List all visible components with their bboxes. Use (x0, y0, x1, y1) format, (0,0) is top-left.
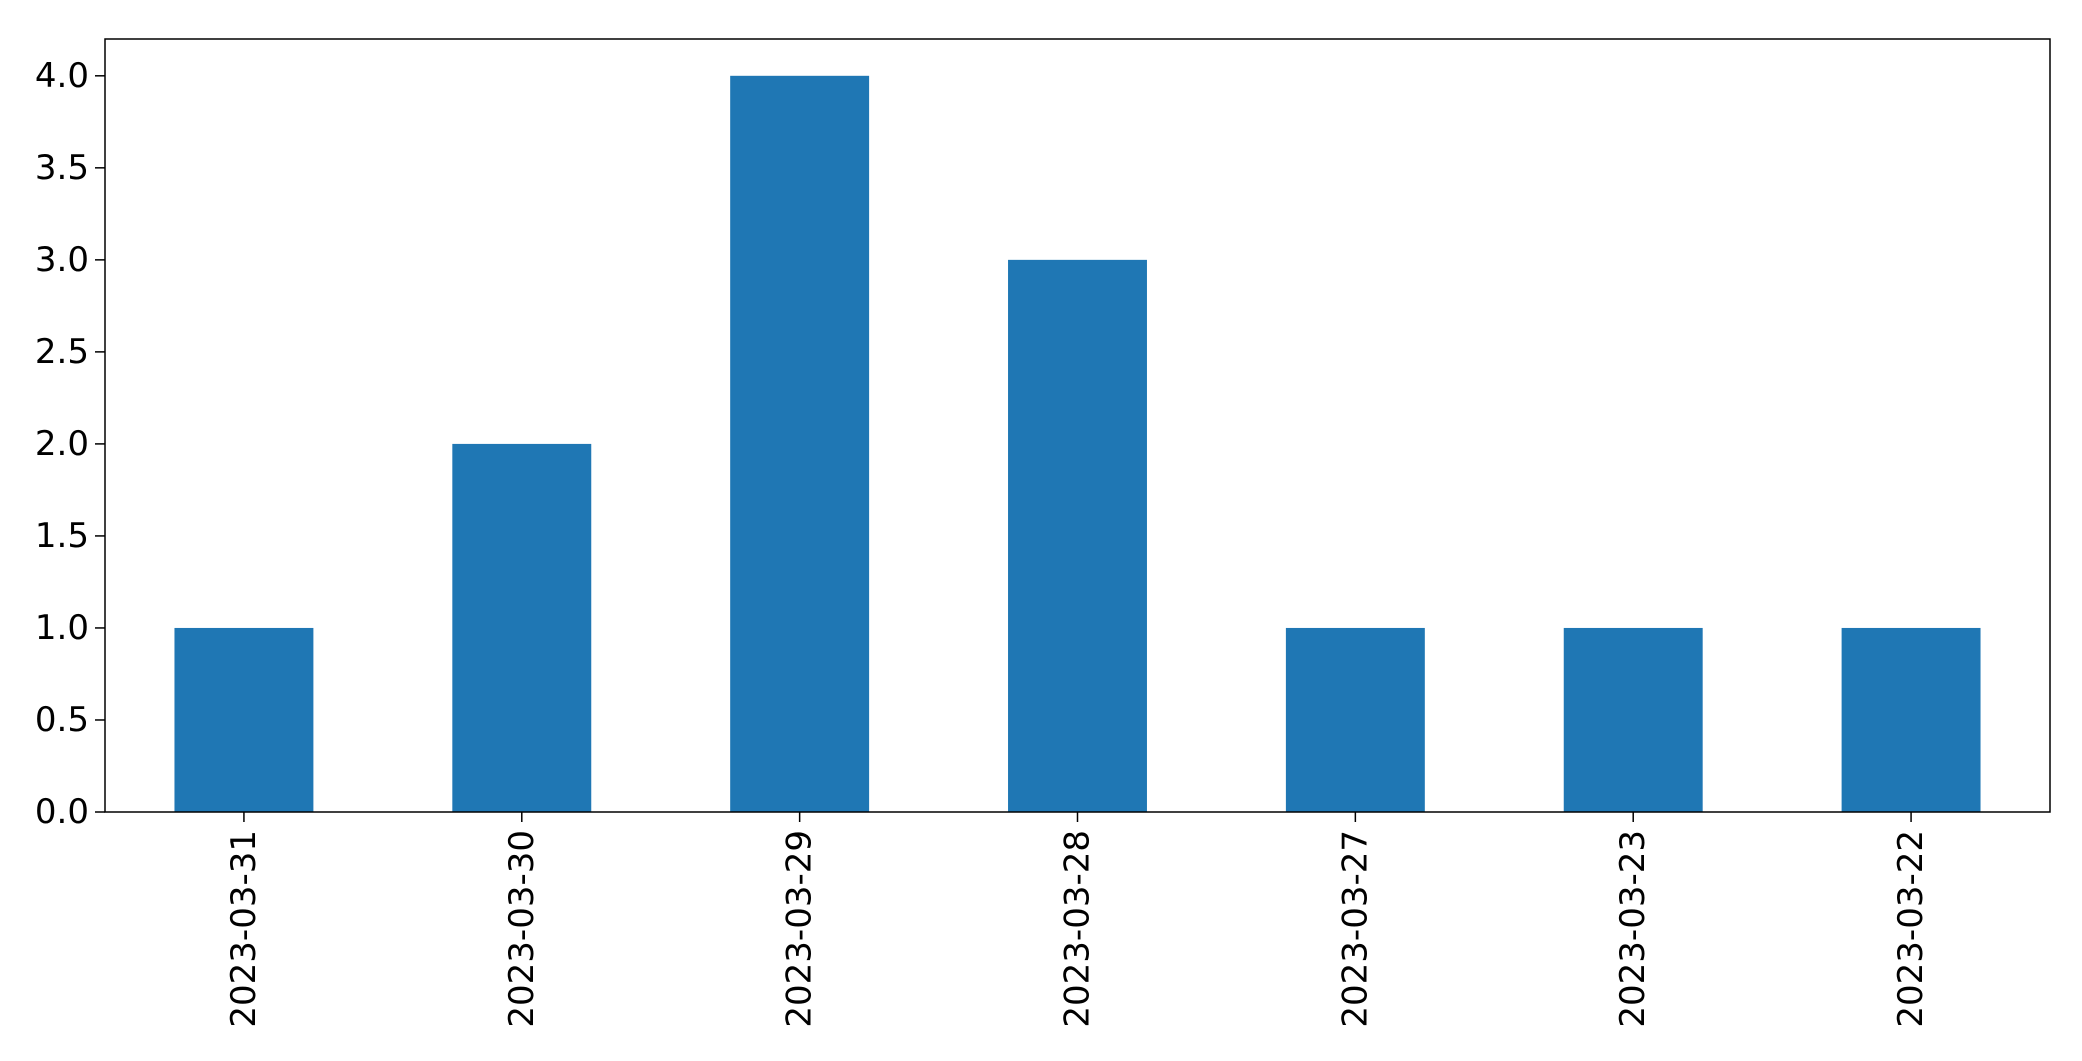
y-tick-label: 0.0 (35, 792, 89, 832)
y-tick-label: 1.0 (35, 608, 89, 648)
x-tick-label: 2023-03-28 (1058, 830, 1098, 1028)
bar-2023-03-27 (1285, 627, 1425, 812)
bar-2023-03-31 (174, 627, 314, 812)
y-tick-label: 3.5 (35, 148, 89, 188)
y-tick-label: 1.5 (35, 516, 89, 556)
x-tick-label: 2023-03-31 (224, 830, 264, 1028)
x-tick-label: 2023-03-23 (1613, 830, 1653, 1028)
bar-2023-03-30 (452, 443, 592, 812)
y-axis: 0.0 0.5 1.0 1.5 2.0 2.5 3.0 3.5 4.0 (35, 56, 105, 832)
y-tick-label: 3.0 (35, 240, 89, 280)
y-tick-label: 2.5 (35, 332, 89, 372)
bar-2023-03-23 (1563, 627, 1703, 812)
x-tick-label: 2023-03-29 (780, 830, 820, 1028)
bars-group (174, 75, 1981, 813)
x-tick-label: 2023-03-22 (1891, 830, 1931, 1028)
x-tick-label: 2023-03-30 (502, 830, 542, 1028)
bar-2023-03-28 (1008, 259, 1147, 812)
plot-frame (104, 38, 2051, 813)
bar-2023-03-29 (730, 75, 870, 813)
x-tick-label: 2023-03-27 (1335, 830, 1375, 1028)
y-tick-label: 0.5 (35, 700, 89, 740)
x-axis: 2023-03-31 2023-03-30 2023-03-29 2023-03-28… (224, 812, 1931, 1028)
y-tick-label: 4.0 (35, 56, 89, 96)
bar-2023-03-22 (1841, 627, 1981, 812)
y-tick-label: 2.0 (35, 424, 89, 464)
